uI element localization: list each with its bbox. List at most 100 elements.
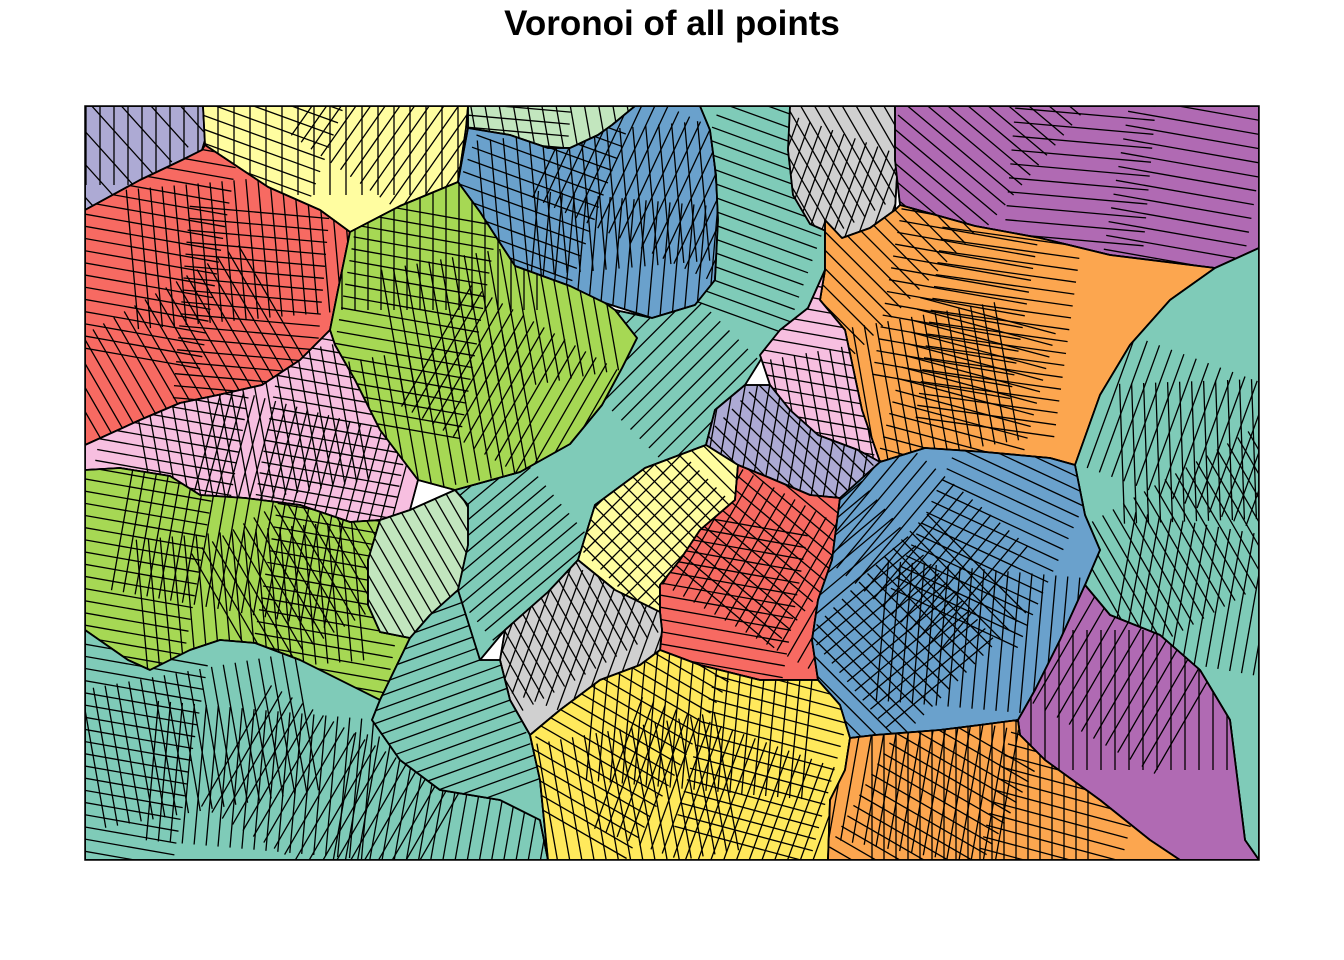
subcell-edge: [505, 106, 532, 148]
subcell-edge: [1080, 610, 1152, 732]
subcell-edge: [695, 733, 745, 860]
subcell-edge: [1068, 603, 1140, 725]
subcell-edge: [439, 16, 578, 28]
subcell-edge: [969, 725, 996, 860]
subcell-edge: [788, 107, 845, 229]
region-outline: [827, 719, 1181, 860]
subcell-edge: [110, 106, 205, 134]
subcell-edge: [595, 732, 621, 860]
subcell-edge: [535, 736, 657, 808]
subcell-edge: [566, 560, 638, 645]
subcell-edge: [828, 856, 945, 860]
subcell-edge: [972, 106, 1081, 116]
subcell-edge: [611, 311, 712, 412]
subcell-edge: [661, 721, 711, 854]
subcell-edge: [1184, 371, 1234, 504]
subcell-edge: [336, 330, 475, 357]
region-subcells: [85, 0, 319, 210]
subcell-edge: [607, 730, 633, 860]
subcell-edge: [85, 818, 177, 844]
subcell-edge: [1250, 379, 1258, 520]
subcell-edge: [961, 448, 1090, 496]
subcell-edge: [225, 0, 319, 30]
subcell-edge: [1324, 377, 1329, 517]
subcell-edge: [755, 517, 827, 639]
subcell-edge: [895, 134, 990, 226]
subcell-edge: [515, 137, 530, 277]
subcell-edge: [674, 548, 783, 639]
subcell-edge: [1125, 124, 1259, 151]
subcell-edge: [1013, 121, 1154, 135]
subcell-edge: [185, 253, 326, 267]
subcell-edge: [654, 722, 681, 860]
subcell-edge: [841, 825, 963, 860]
subcell-edge: [661, 558, 800, 584]
subcell-edge: [607, 650, 729, 683]
subcell-edge: [85, 582, 193, 609]
subcell-edge: [705, 709, 841, 748]
subcell-edge: [500, 583, 534, 705]
subcell-edge: [290, 106, 373, 136]
subcell-edge: [559, 739, 586, 860]
subcell-edge: [872, 373, 1011, 400]
subcell-edge: [1217, 530, 1243, 670]
subcell-edge: [501, 334, 528, 473]
subcell-edge: [740, 750, 790, 860]
subcell-edge: [85, 829, 175, 856]
subcell-edge: [500, 577, 545, 699]
subcell-edge: [1005, 219, 1145, 233]
subcell-edge: [921, 522, 1049, 583]
subcell-edge: [877, 763, 999, 835]
subcell-edge: [859, 794, 981, 860]
subcell-edge: [705, 651, 719, 791]
subcell-edge: [1257, 425, 1259, 547]
subcell-edge: [308, 348, 334, 487]
subcell-edge: [199, 668, 225, 808]
subcell-edge: [284, 499, 356, 621]
subcell-edge: [1092, 617, 1165, 739]
subcell-edge: [812, 517, 894, 609]
subcell-edge: [353, 236, 492, 262]
subcell-edge: [788, 119, 824, 238]
subcell-edge: [917, 522, 1018, 623]
subcell-edge: [469, 522, 578, 614]
subcell-edge: [445, 494, 555, 586]
subcell-edge: [1202, 380, 1210, 521]
subcell-edge: [937, 262, 1077, 283]
subcell-edge: [788, 125, 823, 238]
subcell-edge: [291, 526, 305, 666]
subcell-edge: [627, 709, 677, 842]
subcell-edge: [905, 106, 1015, 196]
subcell-edge: [281, 412, 319, 522]
subcell-edge: [548, 741, 574, 860]
subcell-edge: [221, 181, 235, 321]
subcell-edge: [728, 483, 837, 575]
subcell-edge: [936, 489, 1064, 551]
subcell-edge: [1208, 380, 1258, 513]
subcell-edge: [367, 781, 439, 860]
subcell-edge: [774, 762, 824, 860]
subcell-edge: [489, 336, 516, 475]
subcell-edge: [629, 116, 691, 244]
subcell-edge: [139, 679, 166, 818]
subcell-edge: [597, 106, 658, 229]
subcell-edge: [696, 744, 832, 782]
subcell-edge: [935, 273, 1075, 295]
subcell-edge: [330, 732, 357, 860]
subcell-edge: [935, 566, 949, 706]
subcell-edge: [751, 754, 801, 860]
subcell-edge: [686, 779, 823, 817]
subcell-edge: [144, 0, 238, 103]
subcell-edge: [696, 121, 711, 261]
subcell-edge: [974, 871, 1109, 907]
subcell-edge: [892, 255, 1032, 281]
subcell-edge: [1112, 509, 1184, 631]
subcell-edge: [187, 670, 213, 810]
subcell-edge: [326, 522, 341, 663]
subcell-edge: [853, 804, 975, 860]
subcell-edge: [880, 326, 1019, 352]
subcell-edge: [182, 289, 322, 303]
subcell-edge: [176, 0, 270, 74]
subcell-edge: [812, 526, 901, 618]
